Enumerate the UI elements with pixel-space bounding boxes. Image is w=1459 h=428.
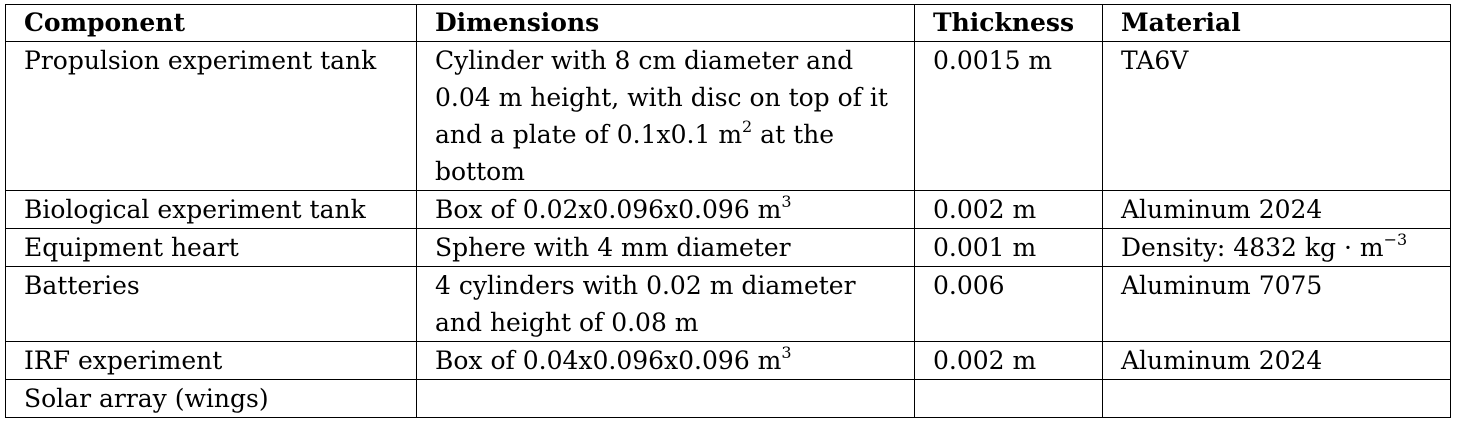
dimensions-exponent: 3 [781,342,792,362]
material-exponent: −3 [1383,229,1408,249]
material-text: Density: 4832 kg · m [1121,233,1384,262]
cell-thickness: 0.002 m [914,190,1103,229]
cell-component: Propulsion experiment tank [5,41,417,191]
cell-dimensions: Box of 0.04x0.096x0.096 m3 [416,341,915,380]
cell-component: IRF experiment [5,341,417,380]
table-row: Biological experiment tank Box of 0.02x0… [5,190,1451,229]
dimensions-text: Cylinder with 8 cm diameter and 0.04 m h… [435,46,888,149]
cell-dimensions: 4 cylinders with 0.02 m diameter and hei… [416,266,915,342]
cell-dimensions: Sphere with 4 mm diameter [416,228,915,267]
cell-component: Equipment heart [5,228,417,267]
cell-dimensions [416,379,915,418]
component-table: Component Dimensions Thickness Material … [5,4,1451,418]
cell-component: Biological experiment tank [5,190,417,229]
table-row: Equipment heart Sphere with 4 mm diamete… [5,228,1451,267]
cell-material: Aluminum 2024 [1102,190,1451,229]
dimensions-text: Box of 0.04x0.096x0.096 m [435,346,782,375]
cell-thickness: 0.001 m [914,228,1103,267]
dimensions-exponent: 2 [742,116,753,136]
table-row: IRF experiment Box of 0.04x0.096x0.096 m… [5,341,1451,380]
header-thickness: Thickness [914,4,1103,42]
table-row: Batteries 4 cylinders with 0.02 m diamet… [5,266,1451,342]
cell-dimensions: Box of 0.02x0.096x0.096 m3 [416,190,915,229]
cell-material: TA6V [1102,41,1451,191]
cell-material: Aluminum 2024 [1102,341,1451,380]
table-row: Solar array (wings) [5,379,1451,418]
cell-material [1102,379,1451,418]
cell-thickness [914,379,1103,418]
dimensions-text: Box of 0.02x0.096x0.096 m [435,195,782,224]
dimensions-exponent: 3 [781,191,792,211]
cell-thickness: 0.0015 m [914,41,1103,191]
cell-component: Solar array (wings) [5,379,417,418]
cell-thickness: 0.006 [914,266,1103,342]
cell-dimensions: Cylinder with 8 cm diameter and 0.04 m h… [416,41,915,191]
cell-material: Aluminum 7075 [1102,266,1451,342]
header-dimensions: Dimensions [416,4,915,42]
table-row: Propulsion experiment tank Cylinder with… [5,41,1451,191]
cell-material: Density: 4832 kg · m−3 [1102,228,1451,267]
cell-component: Batteries [5,266,417,342]
dimensions-tail: at the bottom [435,120,835,186]
header-row: Component Dimensions Thickness Material [5,4,1451,42]
cell-thickness: 0.002 m [914,341,1103,380]
header-component: Component [5,4,417,42]
header-material: Material [1102,4,1451,42]
